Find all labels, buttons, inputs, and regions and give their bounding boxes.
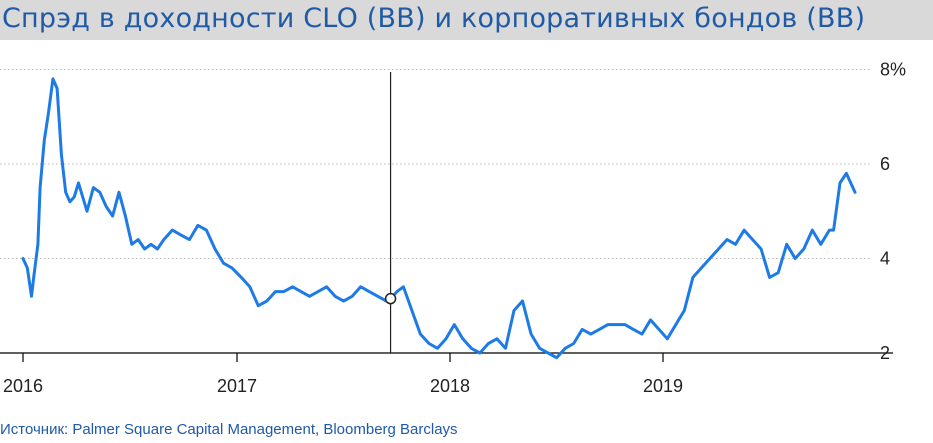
source-note: Источник: Palmer Square Capital Manageme…	[0, 421, 458, 438]
y-tick-label-6: 6	[880, 154, 890, 174]
line-chart: 2016 2017 2018 2019 2 4 6 8%	[0, 59, 906, 396]
x-axis	[0, 72, 893, 362]
series-layer	[21, 77, 857, 360]
x-tick-label-2017: 2017	[217, 376, 257, 396]
hover-marker	[384, 292, 397, 305]
tick-labels: 2016 2017 2018 2019 2 4 6 8%	[3, 59, 906, 396]
grid-lines	[0, 68, 870, 354]
x-tick-label-2018: 2018	[430, 376, 470, 396]
title-bar	[0, 0, 933, 40]
y-tick-label-8: 8%	[880, 59, 906, 79]
y-tick-label-2: 2	[880, 343, 890, 363]
chart-title: Спрэд в доходности CLO (BB) и корпоратив…	[2, 3, 866, 34]
series-line-0	[21, 77, 857, 360]
y-tick-label-4: 4	[880, 248, 890, 268]
x-tick-label-2019: 2019	[643, 376, 683, 396]
x-tick-label-2016: 2016	[3, 376, 43, 396]
marker-layer	[384, 292, 397, 305]
